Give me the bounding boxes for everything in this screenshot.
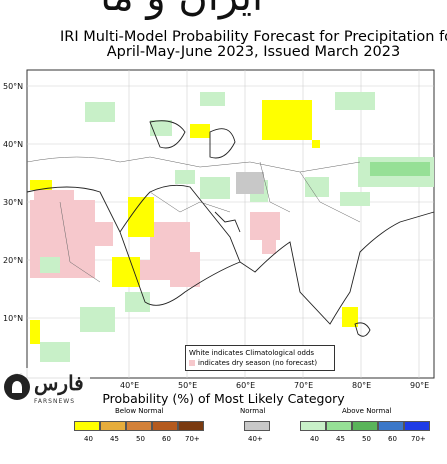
below-tick-50: 50 [136,435,145,443]
lon-label-70e: 70°E [294,381,314,390]
lat-label-50n: 50°N [3,82,24,91]
below-normal-label: Below Normal [115,407,164,415]
above-tick-50: 50 [362,435,371,443]
below-swatch-45 [100,421,126,431]
above-swatch-40 [300,421,326,431]
legend-title: Probability (%) of Most Likely Category [102,391,345,406]
above-normal-swatches [300,421,430,431]
lat-label-40n: 40°N [3,140,24,149]
farsnews-sub: FARSNEWS [34,398,76,405]
above-swatch-60 [378,421,404,431]
cropped-header-text: ایران و ما [0,0,447,22]
below-swatch-50 [126,421,152,431]
farsnews-brand: فارس [34,371,84,395]
below-tick-45: 45 [110,435,119,443]
note-dry-season-row: indicates dry season (no forecast) [189,358,331,368]
note-dry-season: indicates dry season (no forecast) [198,359,318,367]
lon-label-60e: 60°E [236,381,256,390]
above-normal-label: Above Normal [342,407,392,415]
above-swatch-45 [326,421,352,431]
forecast-map [26,69,435,379]
dry-season-swatch [189,360,195,366]
title-line-1: IRI Multi-Model Probability Forecast for… [60,29,447,45]
map-note-box: White indicates Climatological odds indi… [185,345,335,371]
above-normal-45-areas [370,162,430,176]
note-climatology: White indicates Climatological odds [189,349,315,357]
dry-season-areas [30,190,280,287]
lat-label-10n: 10°N [3,314,24,323]
normal-area [236,172,264,194]
lon-label-50e: 50°E [178,381,198,390]
normal-swatch-40 [244,421,270,431]
forecast-title: IRI Multi-Model Probability Forecast for… [60,30,447,60]
title-line-2: April-May-June 2023, Issued March 2023 [106,44,401,60]
above-swatch-70 [404,421,430,431]
below-normal-swatches [74,421,204,431]
below-swatch-70 [178,421,204,431]
below-tick-70: 70+ [185,435,200,443]
farsnews-watermark: فارس FARSNEWS [0,368,90,412]
below-swatch-40 [74,421,100,431]
lat-label-20n: 20°N [3,256,24,265]
below-normal-areas [30,100,358,344]
normal-tick-40: 40+ [248,435,263,443]
normal-label: Normal [240,407,266,415]
lon-label-80e: 80°E [352,381,372,390]
lat-label-30n: 30°N [3,198,24,207]
above-swatch-50 [352,421,378,431]
lon-label-90e: 90°E [410,381,430,390]
below-tick-40: 40 [84,435,93,443]
farsnews-logo-icon [4,374,30,400]
normal-swatches [244,421,270,431]
above-tick-45: 45 [336,435,345,443]
lon-label-40e: 40°E [120,381,140,390]
coastlines [26,120,435,337]
below-swatch-60 [152,421,178,431]
above-tick-70: 70+ [411,435,426,443]
below-tick-60: 60 [162,435,171,443]
above-tick-60: 60 [388,435,397,443]
country-borders [26,156,361,283]
above-tick-40: 40 [310,435,319,443]
